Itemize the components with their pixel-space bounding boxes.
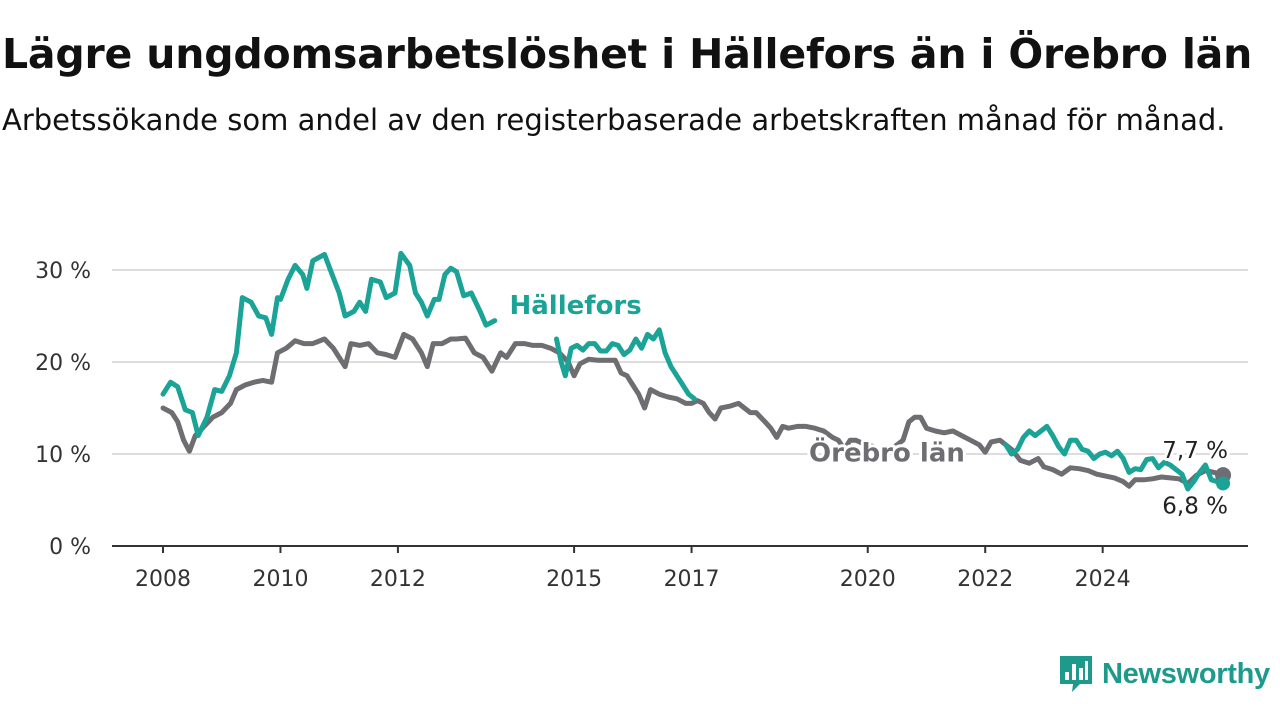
x-tick-label: 2015 — [546, 567, 602, 592]
orebro-line — [160, 331, 877, 454]
x-tick-label: 2017 — [664, 567, 720, 592]
x-tick-label: 2024 — [1075, 567, 1131, 592]
y-tick-label: 0 % — [49, 535, 91, 560]
chart-subtitle: Arbetssökande som andel av den registerb… — [2, 103, 1226, 137]
y-tick-label: 30 % — [35, 259, 91, 284]
chart-title: Lägre ungdomsarbetslöshet i Hällefors än… — [2, 30, 1253, 78]
hallefors-line — [160, 250, 498, 439]
y-tick-label: 20 % — [35, 351, 91, 376]
y-tick-label: 10 % — [35, 443, 91, 468]
hallefors-series-label: Hällefors — [510, 291, 642, 321]
series-labels: Hällefors Örebro län 7,7 % 6,8 % — [507, 288, 1231, 522]
x-axis: 2008 2010 2012 2015 2017 2020 2022 2024 — [112, 545, 1248, 592]
series-lines — [160, 250, 1232, 492]
hallefors-end-value-label: 6,8 % — [1162, 493, 1228, 519]
x-tick-label: 2010 — [252, 567, 308, 592]
brand-name: Newsworthy — [1102, 657, 1270, 690]
orebro-series-label: Örebro län — [809, 435, 965, 468]
y-axis-tick-labels: 0 % 10 % 20 % 30 % — [35, 259, 91, 560]
x-tick-label: 2020 — [840, 567, 896, 592]
hallefors-line — [554, 327, 697, 402]
hallefors-end-point — [1216, 476, 1231, 491]
hallefors-line — [1003, 423, 1226, 492]
x-tick-label: 2012 — [370, 567, 426, 592]
x-tick-label: 2022 — [957, 567, 1013, 592]
orebro-line — [885, 414, 1226, 489]
x-tick-label: 2008 — [135, 567, 191, 592]
newsworthy-brand: Newsworthy — [1058, 652, 1270, 696]
orebro-end-value-label: 7,7 % — [1162, 438, 1228, 464]
bar-chart-speech-bubble-icon — [1060, 656, 1092, 692]
